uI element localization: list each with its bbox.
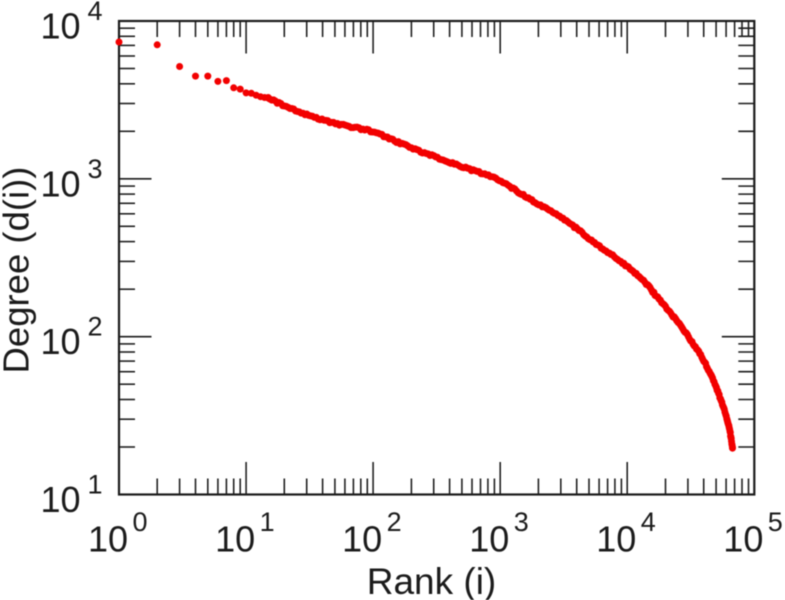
svg-text:10: 10 <box>88 519 128 560</box>
svg-text:10: 10 <box>40 163 80 204</box>
svg-text:10: 10 <box>40 6 80 47</box>
svg-text:2: 2 <box>87 312 102 342</box>
svg-text:4: 4 <box>641 507 656 537</box>
svg-text:10: 10 <box>342 519 382 560</box>
svg-text:2: 2 <box>387 507 402 537</box>
svg-text:0: 0 <box>133 507 148 537</box>
svg-text:10: 10 <box>40 321 80 362</box>
svg-text:4: 4 <box>87 0 102 26</box>
svg-text:10: 10 <box>469 519 509 560</box>
svg-text:5: 5 <box>768 507 783 537</box>
svg-text:1: 1 <box>260 507 275 537</box>
svg-text:10: 10 <box>596 519 636 560</box>
svg-text:1: 1 <box>87 470 102 500</box>
svg-text:10: 10 <box>723 519 763 560</box>
svg-text:10: 10 <box>40 479 80 520</box>
svg-text:3: 3 <box>514 507 529 537</box>
svg-text:Rank (i): Rank (i) <box>367 561 497 600</box>
svg-text:Degree (d(i)): Degree (d(i)) <box>0 167 37 374</box>
svg-text:10: 10 <box>215 519 255 560</box>
svg-text:3: 3 <box>87 154 102 184</box>
